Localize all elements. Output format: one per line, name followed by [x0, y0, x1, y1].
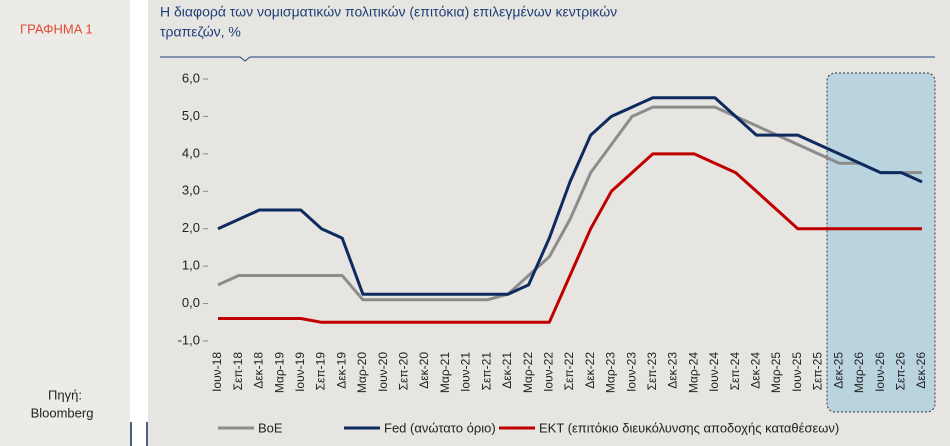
x-tick-label: Μαρ-23 [604, 352, 618, 393]
x-tick-label: Σεπ-18 [231, 352, 245, 391]
x-tick-label: Σεπ-26 [893, 352, 907, 391]
x-tick-label: Δεκ-19 [334, 352, 348, 389]
x-tick-label: Μαρ-26 [852, 352, 866, 393]
y-tick-label: 0,0 [182, 295, 200, 310]
y-tick-label: -1,0 [178, 332, 200, 347]
y-tick-label: 2,0 [182, 220, 200, 235]
chart-title: Η διαφορά των νομισματικών πολιτικών (επ… [160, 4, 617, 20]
side-panel [0, 0, 130, 446]
divider [130, 0, 148, 446]
x-tick-label: Σεπ-24 [728, 352, 742, 391]
x-tick-label: Δεκ-20 [417, 352, 431, 389]
x-tick-label: Ιουν-24 [707, 352, 721, 392]
x-tick-label: Μαρ-20 [355, 352, 369, 393]
legend-label: BoE [258, 420, 283, 435]
y-tick-label: 6,0 [182, 70, 200, 85]
series-line [218, 152, 922, 324]
source: Bloomberg [31, 405, 94, 420]
y-tick-label: 4,0 [182, 145, 200, 160]
legend-label: ΕΚΤ (επιτόκιο διευκόλυνσης αποδοχής κατα… [539, 420, 839, 435]
forecast-box [826, 72, 936, 413]
x-tick-label: Μαρ-25 [769, 352, 783, 393]
x-tick-label: Σεπ-22 [562, 352, 576, 391]
x-tick-label: Μαρ-21 [438, 352, 452, 393]
x-tick-label: Ιουν-19 [293, 352, 307, 392]
x-tick-label: Μαρ-22 [521, 352, 535, 393]
x-tick-label: Δεκ-18 [252, 352, 266, 389]
y-tick-label: 5,0 [182, 108, 200, 123]
y-tick-label: 1,0 [182, 258, 200, 273]
x-tick-label: Δεκ-24 [749, 352, 763, 389]
source-label: Πηγή: [48, 387, 82, 402]
x-tick-label: Δεκ-22 [583, 352, 597, 389]
panel-label: ΓΡΑΦΗΜΑ 1 [20, 21, 93, 36]
x-tick-label: Μαρ-24 [686, 352, 700, 393]
x-tick-label: Σεπ-19 [314, 352, 328, 391]
x-tick-label: Δεκ-21 [500, 352, 514, 389]
legend-label: Fed (ανώτατο όριο) [384, 420, 496, 435]
series-line [217, 105, 922, 302]
x-tick-label: Ιουν-21 [459, 352, 473, 392]
title-rule [160, 56, 935, 62]
x-tick-label: Μαρ-19 [272, 352, 286, 393]
x-tick-label: Ιουν-26 [873, 352, 887, 392]
chart-title: τραπεζών, % [160, 24, 241, 40]
x-tick-label: Σεπ-23 [645, 352, 659, 391]
x-tick-label: Ιουν-25 [790, 352, 804, 392]
x-tick-label: Ιουν-18 [210, 352, 224, 392]
x-tick-label: Σεπ-20 [397, 352, 411, 391]
series-line [217, 96, 923, 296]
x-tick-label: Δεκ-23 [666, 352, 680, 389]
y-tick-label: 3,0 [182, 183, 200, 198]
x-tick-label: Δεκ-26 [914, 352, 928, 389]
x-tick-label: Ιουν-22 [541, 352, 555, 392]
x-tick-label: Ιουν-23 [624, 352, 638, 392]
x-tick-label: Σεπ-25 [811, 352, 825, 391]
x-tick-label: Σεπ-21 [479, 352, 493, 391]
x-tick-label: Δεκ-25 [831, 352, 845, 389]
x-tick-label: Ιουν-20 [376, 352, 390, 392]
